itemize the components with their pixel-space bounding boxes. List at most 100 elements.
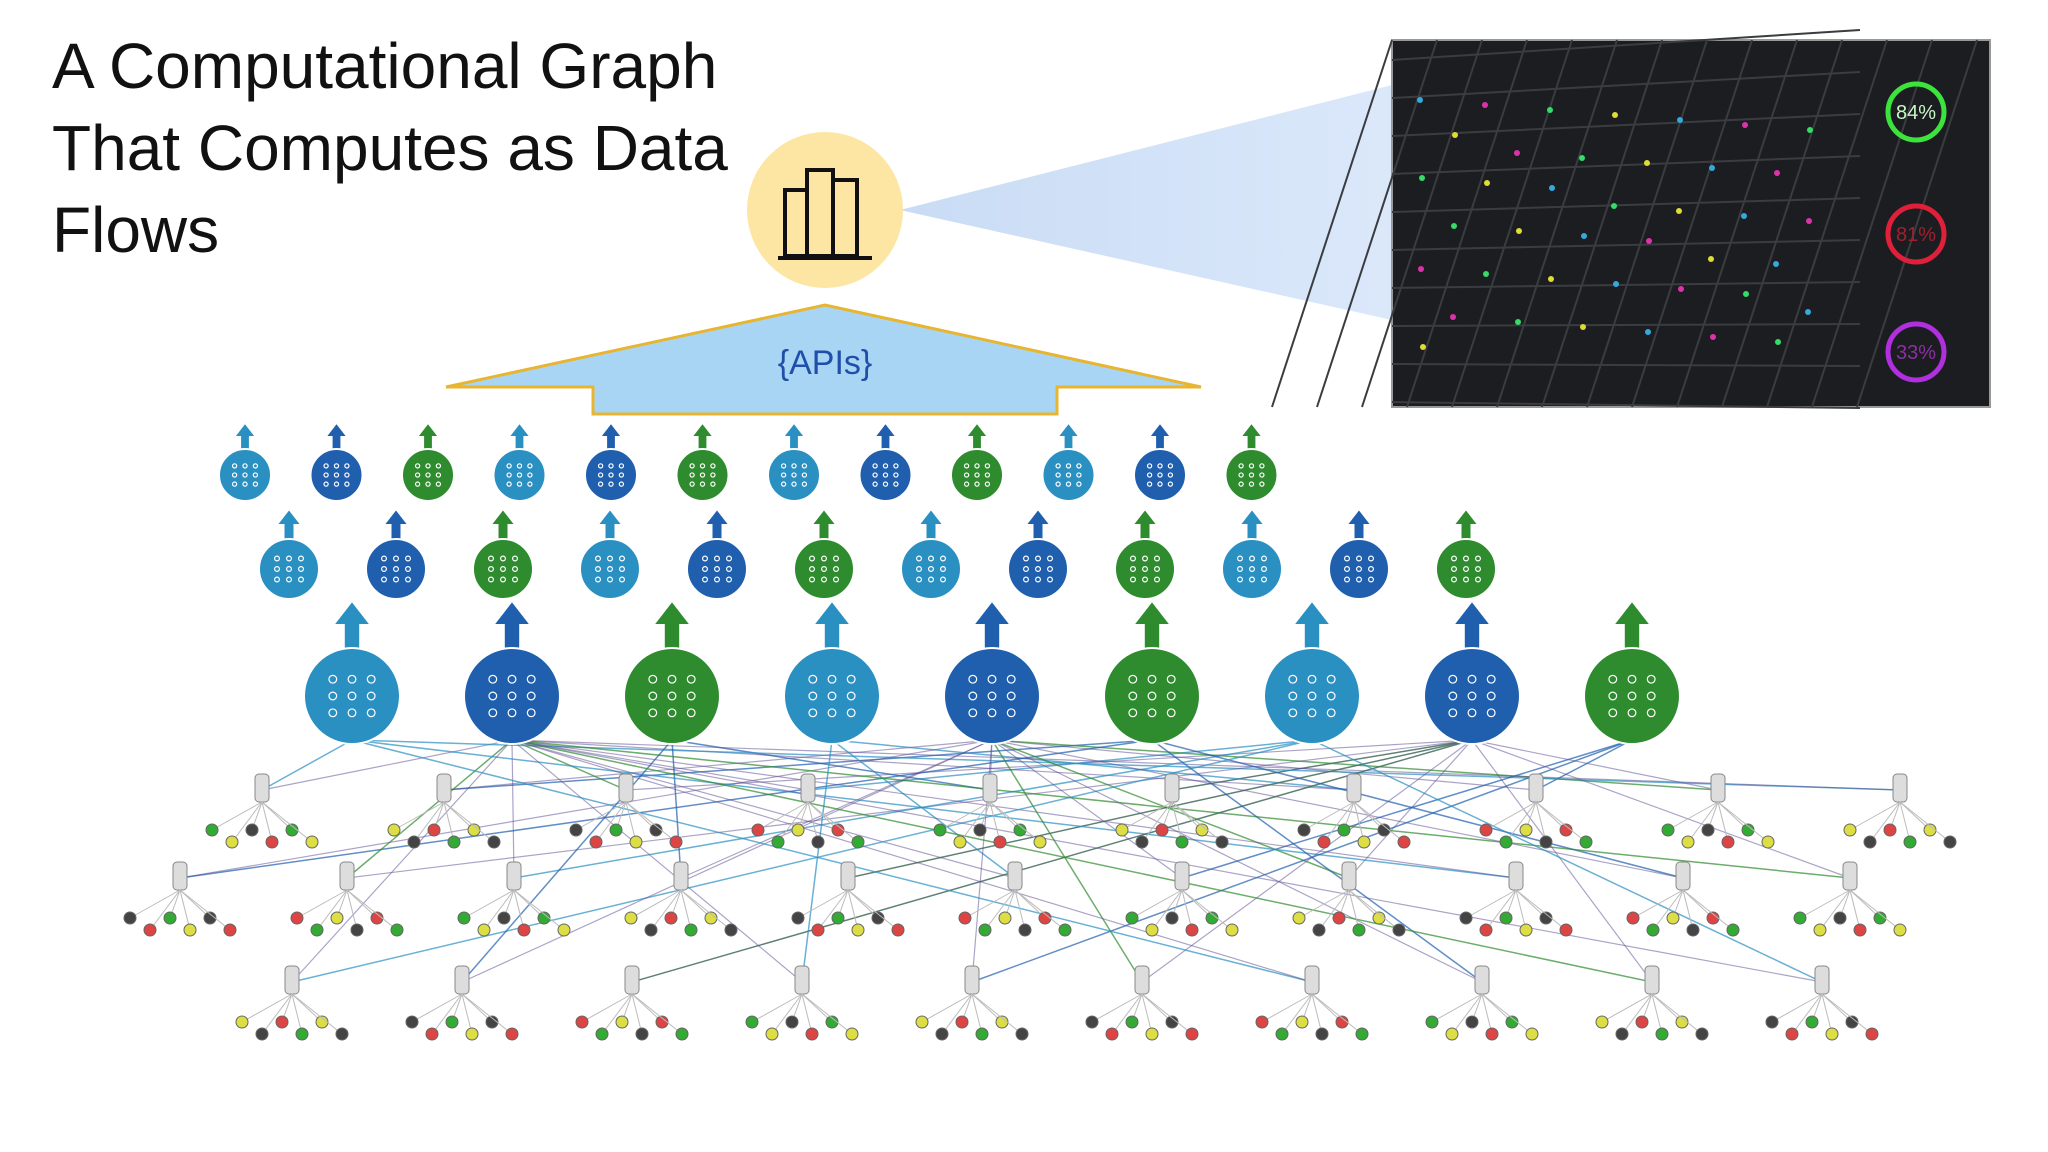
output-arrow-stem <box>1304 621 1320 648</box>
output-arrow-head <box>235 424 255 436</box>
link <box>1799 889 1851 919</box>
link <box>443 801 475 831</box>
sensor <box>1125 911 1139 925</box>
link <box>241 993 293 1023</box>
sensor <box>1761 835 1775 849</box>
output-arrow-stem <box>1033 522 1043 539</box>
link <box>483 889 515 931</box>
traffic-dot <box>1775 339 1781 345</box>
dashboard: 84% 81% 33% <box>1271 29 1991 409</box>
sensor <box>724 923 738 937</box>
gauge-value: 81% <box>1896 224 1936 246</box>
output-arrow-stem <box>712 522 722 539</box>
neuron <box>1467 691 1477 701</box>
neural-node <box>793 538 855 600</box>
neuron <box>488 674 498 684</box>
traffic-light <box>1814 965 1830 995</box>
neuron <box>808 708 818 718</box>
link <box>1353 801 1405 843</box>
neuron <box>1467 708 1477 718</box>
neuron <box>242 463 248 469</box>
data-flow <box>991 739 1483 983</box>
sensor <box>407 835 421 849</box>
street <box>1391 281 1861 289</box>
street <box>1586 39 1708 408</box>
sensor <box>255 1027 269 1041</box>
traffic-light <box>618 773 634 803</box>
neuron <box>710 481 716 487</box>
sensor <box>1013 823 1027 837</box>
sensor <box>1485 1027 1499 1041</box>
data-flow <box>831 739 1016 879</box>
neural-node <box>472 538 534 600</box>
neuron <box>780 472 787 478</box>
neural-node <box>1133 448 1187 502</box>
sensor <box>704 911 718 925</box>
link <box>601 993 633 1035</box>
neuron <box>1236 576 1243 583</box>
link <box>316 889 348 931</box>
sensor <box>1726 923 1740 937</box>
traffic-dot <box>1677 117 1683 123</box>
traffic-dot <box>1612 112 1618 118</box>
link <box>261 801 313 843</box>
link <box>625 801 657 831</box>
output-arrow-stem <box>790 434 798 449</box>
sensor <box>933 823 947 837</box>
sensor <box>467 823 481 837</box>
neuron <box>713 576 720 583</box>
sensor <box>487 835 501 849</box>
sensor <box>1785 1027 1799 1041</box>
neuron <box>414 481 421 487</box>
sensor <box>831 911 845 925</box>
sensor <box>330 911 344 925</box>
street <box>1856 39 1978 408</box>
neuron <box>1474 576 1481 583</box>
sensor <box>629 835 643 849</box>
link <box>1431 993 1483 1023</box>
view-beam <box>900 85 1392 320</box>
neuron <box>1367 555 1374 562</box>
link <box>971 993 1003 1023</box>
neuron <box>808 565 815 572</box>
sensor <box>465 1027 479 1041</box>
sensor <box>1185 1027 1199 1041</box>
link <box>797 889 849 919</box>
neuron <box>882 472 889 478</box>
link <box>921 993 973 1023</box>
output-arrow-stem <box>504 621 520 648</box>
sensor <box>811 923 825 937</box>
output-arrow-head <box>1615 602 1649 624</box>
sensor <box>1903 835 1917 849</box>
neuron <box>780 481 787 487</box>
traffic-dot <box>1418 266 1424 272</box>
link <box>1652 889 1684 931</box>
data-flow <box>971 739 1633 983</box>
gauge-ring <box>1885 321 1947 383</box>
data-flow <box>261 739 353 791</box>
output-arrow-stem <box>515 434 524 449</box>
sensor <box>1845 1015 1859 1029</box>
street <box>1391 197 1861 213</box>
output-arrow-stem <box>1624 621 1640 648</box>
sensor <box>1145 1027 1159 1041</box>
neuron <box>1259 463 1265 469</box>
neuron <box>1006 674 1016 684</box>
link <box>1481 993 1513 1023</box>
data-flow <box>461 739 673 983</box>
sensor <box>1225 923 1239 937</box>
sensor <box>1853 923 1867 937</box>
neuron <box>1448 674 1458 684</box>
link <box>1651 993 1703 1035</box>
neuron <box>1326 691 1336 701</box>
title-line: A Computational Graph <box>52 30 717 102</box>
street <box>1811 39 1933 408</box>
link <box>801 993 813 1035</box>
link <box>261 801 293 831</box>
sensor <box>1741 823 1755 837</box>
neuron <box>252 481 259 487</box>
link <box>1141 993 1193 1035</box>
neuron <box>984 463 991 469</box>
neuron <box>1141 565 1148 572</box>
neuron <box>915 576 922 583</box>
